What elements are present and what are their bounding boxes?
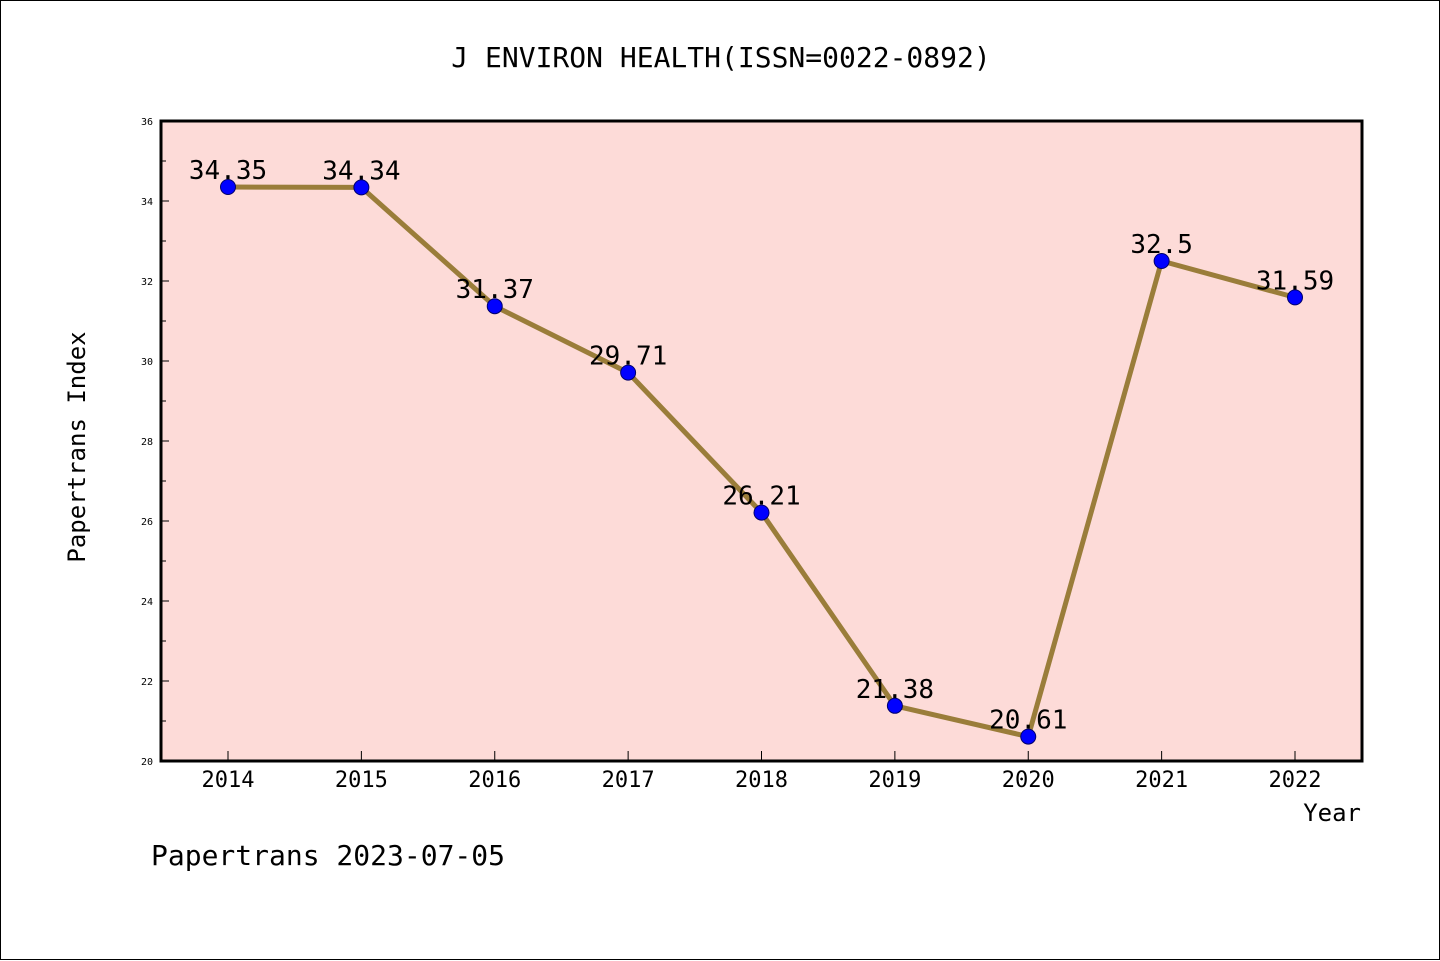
data-point-marker [486,298,503,315]
footer-text: Papertrans 2023-07-05 [151,839,505,872]
data-label: 20.61 [989,706,1067,736]
y-tick-label: 24 [141,597,153,608]
data-point-marker [753,504,770,521]
y-tick-label: 20 [141,757,153,768]
data-point-marker [353,179,370,196]
data-label: 34.34 [322,156,400,186]
data-point-marker [1020,728,1037,745]
x-tick-label: 2019 [868,768,921,793]
data-label: 26.21 [722,482,800,512]
data-point-marker [1287,289,1303,306]
x-axis-title: Year [1303,799,1361,827]
y-tick-label: 34 [141,197,153,208]
y-axis: 20 22 24 26 28 30 32 34 36 [141,117,169,768]
plot-area [159,119,1364,763]
data-point-marker [1153,253,1170,269]
x-tick-label: 2016 [468,768,521,793]
x-tick-label: 2022 [1269,768,1322,793]
data-label: 32.5 [1130,230,1193,260]
y-tick-label: 36 [141,117,153,128]
data-point-marker [220,179,236,195]
x-axis: 2014 2015 2016 2017 2018 2019 2020 2021 2022 [202,751,1322,793]
x-tick-label: 2018 [735,768,788,793]
series-group [220,179,1303,745]
data-point-marker [886,697,903,714]
data-label: 31.59 [1256,266,1334,296]
data-point-marker [620,364,637,381]
data-labels: 34.35 34.34 31.37 29.71 26.21 21.38 20.61 32.5 3… [189,156,1334,736]
chart-title: J ENVIRON HEALTH(ISSN=0022-0892) [451,41,990,74]
x-tick-label: 2020 [1002,768,1055,793]
x-tick-label: 2015 [335,768,388,793]
x-tick-label: 2017 [602,768,655,793]
y-tick-label: 22 [141,677,153,688]
y-tick-label: 26 [141,517,153,528]
y-tick-label: 32 [141,277,153,288]
data-label: 31.37 [456,275,534,305]
data-label: 21.38 [856,675,934,705]
x-tick-label: 2021 [1135,768,1188,793]
y-tick-label: 28 [141,437,153,448]
y-tick-label: 30 [141,357,153,368]
y-axis-title: Papertrans Index [63,331,91,562]
data-label: 29.71 [589,342,667,372]
x-tick-label: 2014 [202,768,255,793]
data-label: 34.35 [189,156,267,186]
